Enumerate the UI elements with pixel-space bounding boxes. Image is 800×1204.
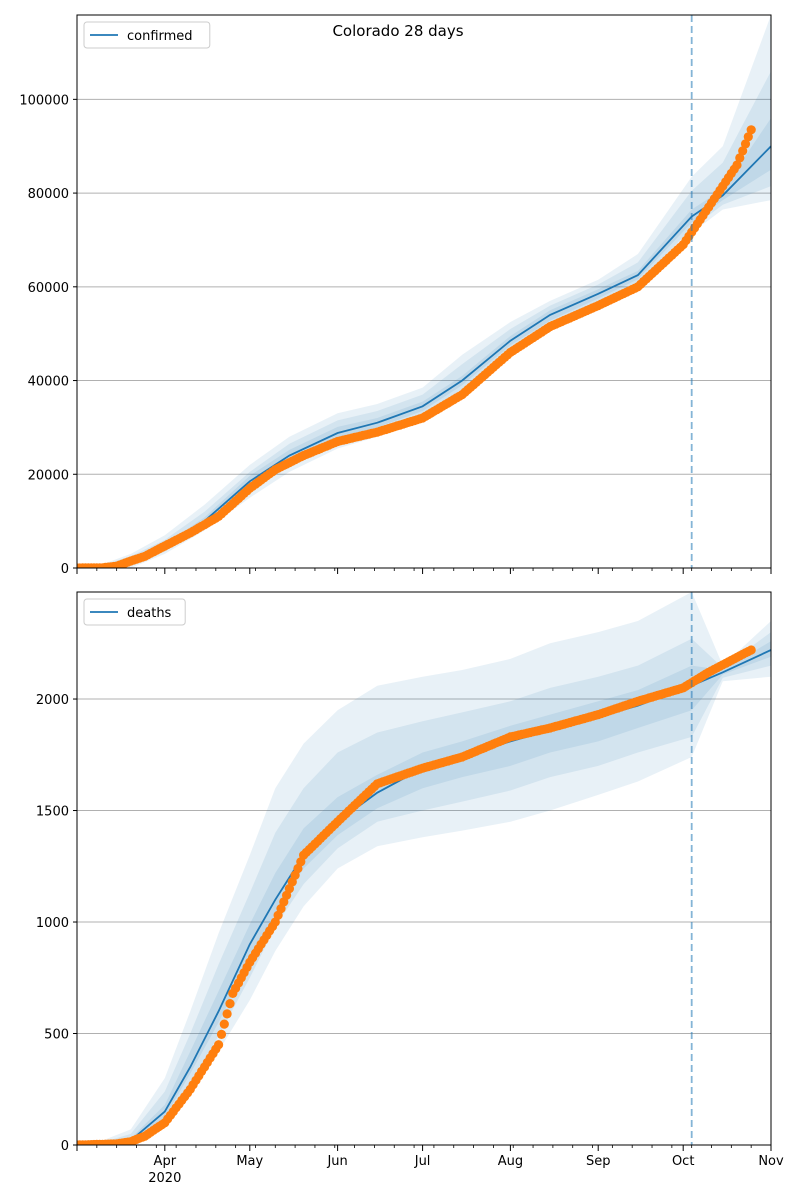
y-tick-label: 500 bbox=[44, 1028, 69, 1043]
y-tick-label: 1500 bbox=[36, 805, 69, 820]
x-tick-label: Aug bbox=[498, 1154, 523, 1169]
x-tick-label: Apr bbox=[154, 1154, 177, 1169]
y-tick-label: 20000 bbox=[28, 468, 69, 483]
x-tick-label: Jun bbox=[326, 1154, 347, 1169]
y-tick-label: 80000 bbox=[28, 187, 69, 202]
y-tick-label: 1000 bbox=[36, 916, 69, 931]
observed-point bbox=[740, 139, 751, 149]
observed-point bbox=[738, 146, 748, 156]
x-year-label: 2020 bbox=[148, 1171, 181, 1186]
legend-label: confirmed bbox=[127, 29, 193, 44]
observed-point bbox=[735, 153, 745, 163]
observed-point bbox=[214, 1040, 224, 1050]
y-tick-label: 60000 bbox=[28, 281, 69, 296]
observed-point bbox=[222, 1009, 232, 1019]
plot-frame bbox=[76, 14, 772, 569]
x-tick-label: Sep bbox=[586, 1154, 611, 1169]
legend-label: deaths bbox=[127, 606, 172, 621]
uncertainty-band-1 bbox=[77, 15, 771, 568]
model-line bbox=[77, 145, 771, 568]
plot-frame bbox=[76, 591, 772, 1146]
uncertainty-band-1 bbox=[77, 592, 771, 1145]
observed-point bbox=[732, 160, 742, 170]
x-tick-label: Oct bbox=[672, 1154, 694, 1169]
observed-point bbox=[743, 132, 753, 142]
panel-confirmed: 0 20000 40000 60000 80000 100000 confirmed bbox=[19, 14, 772, 577]
legend: deaths bbox=[83, 598, 186, 626]
uncertainty-band-3 bbox=[77, 118, 771, 568]
observed-points bbox=[77, 125, 756, 568]
observed-point bbox=[225, 999, 235, 1009]
x-tick-label: May bbox=[236, 1154, 263, 1169]
observed-point bbox=[219, 1019, 229, 1029]
x-tick-label: Jul bbox=[414, 1154, 431, 1169]
observed-point bbox=[746, 645, 756, 655]
chart-title: Colorado 28 days bbox=[332, 22, 463, 40]
legend: confirmed bbox=[83, 21, 211, 49]
x-tick-label: Nov bbox=[758, 1154, 784, 1169]
y-tick-label: 0 bbox=[61, 562, 69, 577]
uncertainty-band-2 bbox=[77, 71, 771, 568]
observed-points bbox=[77, 645, 756, 1145]
observed-point bbox=[746, 125, 756, 135]
panel-deaths: 0 500 1000 1500 2000 Apr May Jun Jul Aug Sep Oct Nov… bbox=[36, 591, 784, 1186]
uncertainty-band-2 bbox=[77, 632, 771, 1145]
y-tick-label: 2000 bbox=[36, 693, 69, 708]
uncertainty-band-3 bbox=[77, 641, 771, 1145]
y-tick-label: 100000 bbox=[19, 93, 69, 108]
legend-box bbox=[83, 598, 186, 626]
y-tick-label: 40000 bbox=[28, 375, 69, 390]
observed-point bbox=[216, 1029, 227, 1039]
y-tick-label: 0 bbox=[61, 1139, 69, 1154]
legend-box bbox=[83, 21, 211, 49]
